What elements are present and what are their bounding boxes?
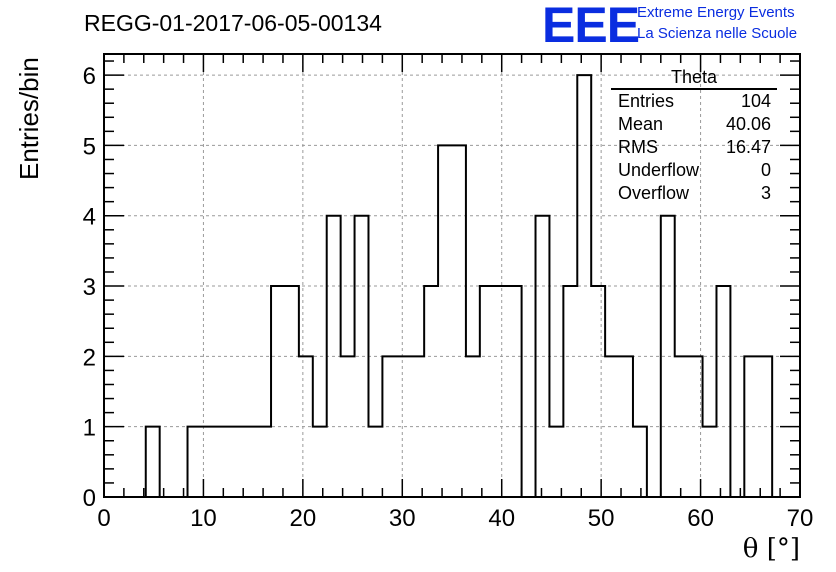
stats-label: RMS [618, 137, 658, 157]
stats-row: Entries 104 [611, 90, 777, 113]
stats-label: Entries [618, 91, 675, 111]
stats-row: Underflow 0 [611, 159, 777, 182]
y-tick-label: 2 [83, 344, 96, 371]
stats-value: 104 [740, 91, 771, 111]
stats-value: 40.06 [725, 114, 771, 134]
x-tick-label: 60 [687, 505, 714, 532]
eee-logo: EEE [542, 0, 640, 53]
stats-value: 0 [760, 160, 771, 180]
stats-label: Mean [618, 114, 664, 134]
x-tick-label: 0 [97, 505, 110, 532]
stats-row: RMS 16.47 [611, 136, 777, 159]
y-axis-label: Entries/bin [14, 57, 44, 180]
stats-box: Theta Entries 104 Mean 40.06 RMS 16.47 Unde… [611, 66, 777, 205]
stats-title: Theta [611, 66, 777, 90]
stats-label: Overflow [618, 183, 690, 203]
stats-label: Underflow [618, 160, 700, 180]
x-tick-label: 30 [389, 505, 416, 532]
logo-line-1: Extreme Energy Events [637, 4, 795, 21]
y-tick-label: 4 [83, 204, 96, 231]
y-tick-label: 6 [83, 63, 96, 90]
logo-line-2: La Scienza nelle Scuole [637, 25, 798, 42]
axis-ticks [103, 54, 801, 498]
histogram-line [104, 74, 774, 498]
stats-value: 16.47 [725, 137, 771, 157]
stats-row: Overflow 3 [611, 182, 777, 205]
plot-frame [103, 53, 801, 498]
x-tick-label: 20 [290, 505, 317, 532]
y-tick-label: 3 [83, 274, 96, 301]
x-tick-label: 40 [488, 505, 515, 532]
x-tick-label: 10 [190, 505, 217, 532]
y-tick-label: 5 [83, 133, 96, 160]
x-axis-label: θ [°] [742, 534, 800, 564]
y-tick-label: 1 [83, 415, 96, 442]
stats-row: Mean 40.06 [611, 113, 777, 136]
stats-value: 3 [760, 183, 771, 203]
x-tick-label: 50 [588, 505, 615, 532]
y-tick-label: 0 [83, 485, 96, 512]
x-tick-label: 70 [787, 505, 814, 532]
chart-title: REGG-01-2017-06-05-00134 [84, 10, 382, 36]
